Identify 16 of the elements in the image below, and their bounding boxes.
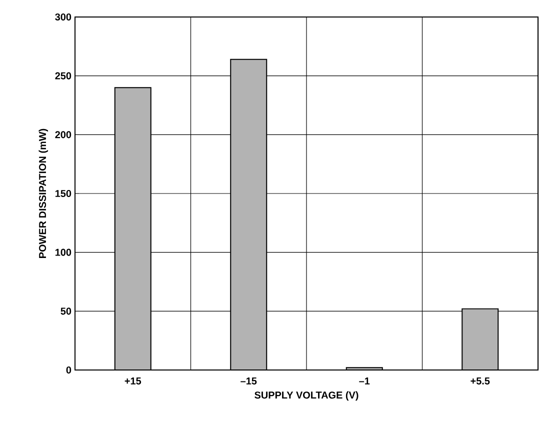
y-tick-label: 200 <box>55 131 72 138</box>
bar <box>462 308 499 370</box>
y-axis-title: POWER DISSIPATION (mW) <box>38 128 48 258</box>
y-tick-label: 150 <box>55 190 72 198</box>
y-tick-label: 50 <box>60 308 72 315</box>
x-tick-label: +15 <box>124 378 142 384</box>
x-tick-label: +5.5 <box>470 378 490 384</box>
x-axis-title: SUPPLY VOLTAGE (V) <box>254 391 358 401</box>
bar <box>114 87 152 370</box>
bar <box>230 58 268 370</box>
y-tick-label: 300 <box>55 13 72 21</box>
x-tick-label: –15 <box>240 378 257 384</box>
y-tick-label: 0 <box>66 366 72 374</box>
y-tick-label: 100 <box>55 248 72 256</box>
x-tick-label: –1 <box>359 378 370 384</box>
y-tick-label: 250 <box>55 72 72 80</box>
